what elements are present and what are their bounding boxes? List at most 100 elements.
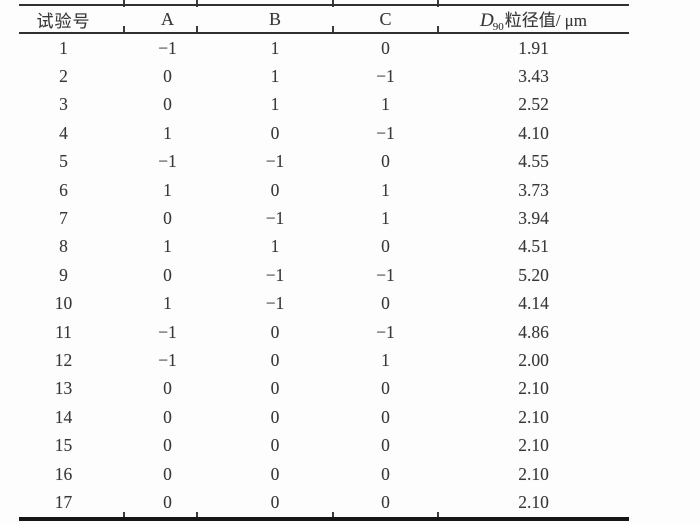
table-cell: 2.10 xyxy=(518,491,549,512)
table-cell: 0 xyxy=(381,151,390,172)
column-separator-tick xyxy=(437,512,439,521)
table-cell: 0 xyxy=(381,406,390,427)
table-cell: 3.73 xyxy=(518,179,549,200)
table-cell: 0 xyxy=(163,94,172,115)
table-cell: 4.14 xyxy=(518,293,549,314)
table-cell: 1 xyxy=(381,94,390,115)
table-cell: 1 xyxy=(381,349,390,370)
table-cell: 4.10 xyxy=(518,122,549,143)
table-cell: 1 xyxy=(270,37,280,58)
column-separator-tick xyxy=(437,0,439,7)
table-row: 11 −1 0 −1 4.86 xyxy=(19,318,629,346)
table-cell: 1 xyxy=(163,122,172,143)
table-cell: 2.52 xyxy=(518,94,549,115)
table-cell: 11 xyxy=(55,321,72,342)
table-cell: 0 xyxy=(270,179,280,200)
experiment-design-table: 试验号 A B C D90粒径值/ μm 1 −1 1 0 1.91 2 0 1 −1 3.43 3… xyxy=(19,4,629,521)
table-cell: 0 xyxy=(270,406,280,427)
table-cell: 1 xyxy=(270,66,280,87)
table-cell: 0 xyxy=(381,37,390,58)
table-cell: 1.91 xyxy=(518,37,549,58)
table-cell: 0 xyxy=(163,378,172,399)
table-cell: 16 xyxy=(54,463,73,484)
table-cell: 9 xyxy=(59,264,68,285)
table-cell: −1 xyxy=(158,349,177,370)
d90-unit-label: 粒径值/ μm xyxy=(504,11,588,30)
d90-symbol: D xyxy=(479,10,494,31)
table-cell: 4 xyxy=(59,122,68,143)
table-cell: 10 xyxy=(54,293,73,314)
table-row: 4 1 0 −1 4.10 xyxy=(19,119,629,147)
table-cell: −1 xyxy=(265,264,285,285)
header-run-number: 试验号 xyxy=(19,5,124,34)
table-cell: 0 xyxy=(270,491,280,512)
table-cell: 1 xyxy=(163,293,172,314)
table-cell: 3.43 xyxy=(518,66,549,87)
table-cell: 0 xyxy=(270,349,280,370)
table-cell: 1 xyxy=(270,94,280,115)
table-cell: 1 xyxy=(381,179,390,200)
column-separator-tick xyxy=(332,512,334,521)
table-cell: −1 xyxy=(158,321,177,342)
table-cell: 14 xyxy=(54,406,73,427)
table-cell: −1 xyxy=(376,264,395,285)
table-cell: 0 xyxy=(163,66,172,87)
table-cell: 2.00 xyxy=(518,349,549,370)
column-separator-tick xyxy=(196,512,198,521)
table-row: 10 1 −1 0 4.14 xyxy=(19,290,629,318)
table-cell: −1 xyxy=(265,151,285,172)
table-cell: −1 xyxy=(265,208,285,229)
table-cell: 0 xyxy=(381,463,390,484)
d90-subscript: 90 xyxy=(492,21,504,33)
table-cell: 0 xyxy=(163,264,172,285)
table-cell: −1 xyxy=(158,151,177,172)
header-factor-a: A xyxy=(124,5,197,34)
table-cell: 17 xyxy=(54,491,73,512)
table-cell: 15 xyxy=(54,435,73,456)
table-cell: 12 xyxy=(54,349,73,370)
table-cell: 5.20 xyxy=(518,264,549,285)
table-cell: 0 xyxy=(163,463,172,484)
table-row: 9 0 −1 −1 5.20 xyxy=(19,261,629,289)
table-header: 试验号 A B C D90粒径值/ μm xyxy=(19,5,629,34)
table-cell: 6 xyxy=(59,179,68,200)
table-cell: 5 xyxy=(59,151,68,172)
header-d90-value: D90粒径值/ μm xyxy=(438,5,629,34)
table-cell: 7 xyxy=(59,208,68,229)
table-cell: 3 xyxy=(59,94,68,115)
table-row: 6 1 0 1 3.73 xyxy=(19,176,629,204)
table-cell: 0 xyxy=(163,406,172,427)
header-factor-b: B xyxy=(197,5,333,34)
table-cell: −1 xyxy=(376,122,395,143)
table-cell: 0 xyxy=(381,378,390,399)
table-cell: 13 xyxy=(54,378,73,399)
table-cell: 0 xyxy=(381,293,390,314)
table-row: 13 0 0 0 2.10 xyxy=(19,375,629,403)
column-separator-tick xyxy=(123,0,125,7)
table-cell: 0 xyxy=(163,208,172,229)
table-row: 14 0 0 0 2.10 xyxy=(19,403,629,431)
table-cell: −1 xyxy=(376,66,395,87)
table-cell: 0 xyxy=(270,463,280,484)
table-cell: 2.10 xyxy=(518,463,549,484)
table-cell: 0 xyxy=(381,435,390,456)
table-cell: 4.86 xyxy=(518,321,549,342)
table-cell: 0 xyxy=(163,491,172,512)
table-cell: 3.94 xyxy=(518,208,549,229)
table-cell: 1 xyxy=(381,208,390,229)
table-cell: 1 xyxy=(270,236,280,257)
table-body: 1 −1 1 0 1.91 2 0 1 −1 3.43 3 0 1 1 2.52 4 1 0 −1 4.10 5 −1 −1… xyxy=(19,33,629,519)
table-row: 12 −1 0 1 2.00 xyxy=(19,346,629,374)
header-factor-c: C xyxy=(333,5,438,34)
column-separator-tick xyxy=(196,0,198,7)
table-cell: 1 xyxy=(163,236,172,257)
table-row: 15 0 0 0 2.10 xyxy=(19,431,629,459)
table-cell: 2.10 xyxy=(518,378,549,399)
table-row: 7 0 −1 1 3.94 xyxy=(19,204,629,232)
table-cell: 4.51 xyxy=(518,236,549,257)
table-cell: 0 xyxy=(163,435,172,456)
table-row: 17 0 0 0 2.10 xyxy=(19,488,629,518)
table-row: 2 0 1 −1 3.43 xyxy=(19,62,629,90)
table-cell: 0 xyxy=(270,321,280,342)
